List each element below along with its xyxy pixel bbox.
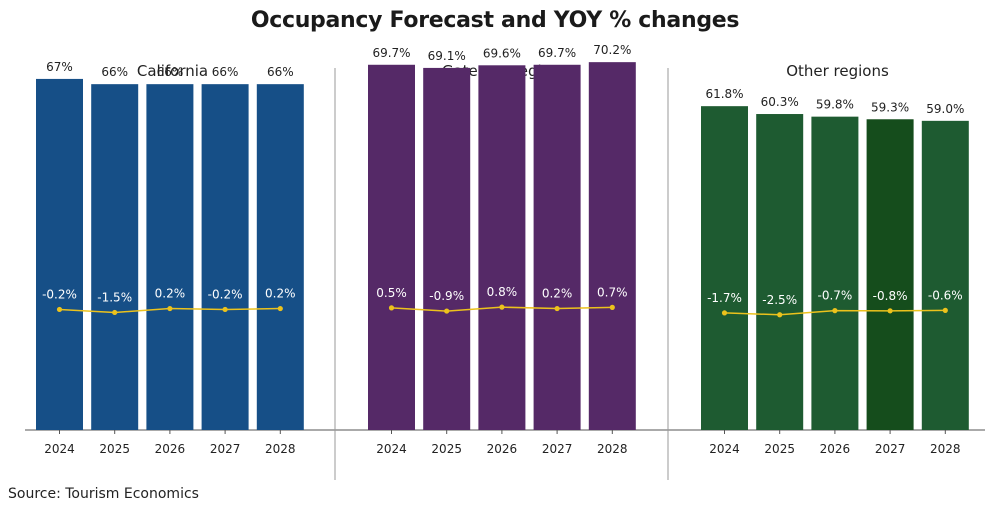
x-tick-label: 2025 [764, 442, 795, 456]
yoy-label: 0.8% [487, 285, 518, 299]
bar [256, 84, 304, 430]
bar [588, 62, 636, 430]
x-tick-label: 2028 [265, 442, 296, 456]
x-tick-label: 2024 [44, 442, 75, 456]
x-tick-label: 2024 [709, 442, 740, 456]
panel-title: Other regions [786, 62, 889, 80]
bar-value-label: 66% [267, 65, 294, 79]
bar-value-label: 66% [157, 65, 184, 79]
bar-value-label: 66% [212, 65, 239, 79]
yoy-label: 0.2% [155, 287, 186, 301]
bar-value-label: 66% [101, 65, 128, 79]
bar [533, 64, 581, 430]
bar [701, 106, 748, 430]
yoy-point [222, 306, 228, 313]
source-note: Source: Tourism Economics [8, 486, 199, 502]
bar [423, 67, 471, 430]
yoy-point [554, 305, 560, 312]
yoy-label: -0.9% [429, 289, 464, 303]
bar [368, 64, 415, 430]
bar [36, 78, 83, 431]
yoy-point [832, 308, 838, 314]
bar-value-label: 69.7% [372, 46, 410, 60]
yoy-label: -0.6% [928, 288, 963, 302]
bar-value-label: 67% [46, 60, 73, 74]
bar [91, 84, 139, 430]
yoy-point [609, 304, 615, 310]
yoy-point [388, 305, 395, 311]
yoy-point [721, 310, 728, 316]
x-tick-label: 2025 [431, 442, 462, 456]
bar-value-label: 59.8% [816, 98, 854, 112]
bar-value-label: 69.6% [483, 46, 521, 60]
yoy-point [56, 306, 63, 313]
bar [201, 84, 249, 430]
bar [756, 114, 804, 430]
yoy-label: 0.2% [542, 287, 573, 301]
bar-value-label: 60.3% [761, 95, 799, 109]
yoy-label: -0.8% [873, 289, 908, 303]
yoy-label: -0.7% [817, 289, 852, 303]
bar [811, 116, 859, 430]
yoy-label: -2.5% [762, 293, 797, 307]
chart-title: Occupancy Forecast and YOY % changes [250, 8, 740, 33]
bar-value-label: 69.7% [538, 46, 576, 60]
bar-value-label: 59.3% [871, 100, 909, 114]
yoy-point [112, 309, 118, 316]
bar [866, 119, 914, 430]
bar-value-label: 69.1% [428, 49, 466, 63]
bar [921, 120, 969, 430]
yoy-point [444, 308, 450, 314]
yoy-point [777, 312, 783, 318]
x-tick-label: 2025 [99, 442, 130, 456]
x-tick-label: 2028 [597, 442, 628, 456]
x-tick-label: 2026 [487, 442, 518, 456]
yoy-point [942, 307, 948, 313]
yoy-point [887, 308, 893, 314]
yoy-label: 0.7% [597, 285, 628, 299]
x-tick-label: 2027 [542, 442, 573, 456]
bar-value-label: 59.0% [926, 102, 964, 116]
yoy-point [277, 305, 283, 312]
yoy-label: -1.5% [97, 290, 132, 304]
yoy-label: 0.5% [376, 286, 407, 300]
bar-value-label: 70.2% [593, 43, 631, 57]
bar [146, 84, 194, 430]
yoy-label: -0.2% [208, 287, 243, 301]
x-tick-label: 2027 [210, 442, 241, 456]
yoy-point [499, 304, 505, 310]
x-tick-label: 2024 [376, 442, 407, 456]
x-tick-label: 2026 [820, 442, 851, 456]
panel-title: California [137, 62, 208, 80]
yoy-label: -0.2% [42, 287, 77, 301]
x-tick-label: 2028 [930, 442, 961, 456]
yoy-label: 0.2% [265, 287, 296, 301]
x-tick-label: 2026 [155, 442, 186, 456]
yoy-point [167, 305, 173, 312]
bar [478, 65, 526, 431]
bar-value-label: 61.8% [705, 87, 743, 101]
yoy-label: -1.7% [707, 291, 742, 305]
x-tick-label: 2027 [875, 442, 906, 456]
